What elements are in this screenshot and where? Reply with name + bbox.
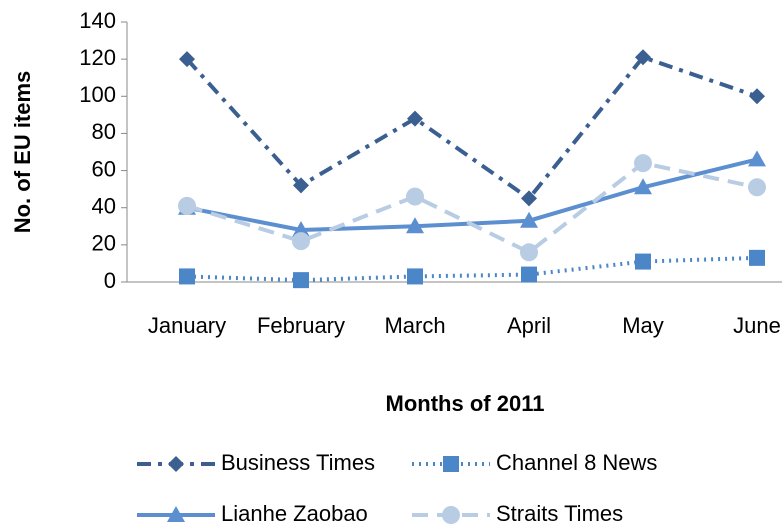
x-tick-label: February — [257, 313, 345, 338]
x-tick-label: June — [733, 313, 781, 338]
marker — [406, 187, 424, 206]
legend-marker — [443, 456, 459, 472]
y-axis-title: No. of EU items — [10, 71, 35, 234]
y-tick-label: 0 — [104, 268, 116, 293]
marker — [292, 232, 310, 251]
marker — [179, 51, 195, 68]
legend-marker — [168, 456, 184, 472]
y-tick-label: 100 — [79, 82, 116, 107]
legend-label: Straits Times — [496, 501, 623, 526]
series-line — [186, 160, 758, 255]
series-line — [185, 54, 758, 202]
marker — [749, 88, 765, 105]
marker — [748, 150, 766, 167]
series-line — [186, 255, 758, 283]
y-tick-label: 120 — [79, 45, 116, 70]
legend-marker — [167, 506, 185, 522]
marker — [635, 49, 651, 66]
x-tick-label: January — [148, 313, 226, 338]
y-tick-label: 80 — [92, 119, 116, 144]
marker — [635, 253, 651, 270]
legend-label: Business Times — [221, 450, 375, 475]
marker — [634, 154, 652, 173]
marker — [178, 196, 196, 215]
marker — [179, 268, 195, 285]
x-axis-title: Months of 2011 — [386, 391, 545, 416]
y-tick-label: 140 — [79, 8, 116, 33]
x-tick-label: March — [384, 313, 445, 338]
marker — [293, 272, 309, 289]
marker — [521, 266, 537, 283]
marker — [634, 178, 652, 195]
marker — [407, 110, 423, 127]
legend-marker — [442, 506, 460, 524]
marker — [407, 268, 423, 285]
marker — [749, 249, 765, 266]
marker — [406, 217, 424, 234]
marker — [520, 211, 538, 228]
y-tick-label: 40 — [92, 194, 116, 219]
x-tick-label: May — [622, 313, 664, 338]
y-tick-label: 20 — [92, 231, 116, 256]
legend-label: Channel 8 News — [496, 450, 657, 475]
legend-label: Lianhe Zaobao — [221, 501, 368, 526]
y-tick-label: 60 — [92, 156, 116, 181]
series-line — [186, 157, 758, 233]
marker — [748, 178, 766, 197]
marker — [293, 177, 309, 194]
marker — [521, 190, 537, 207]
marker — [520, 243, 538, 262]
x-tick-label: April — [507, 313, 551, 338]
marker — [292, 221, 310, 237]
